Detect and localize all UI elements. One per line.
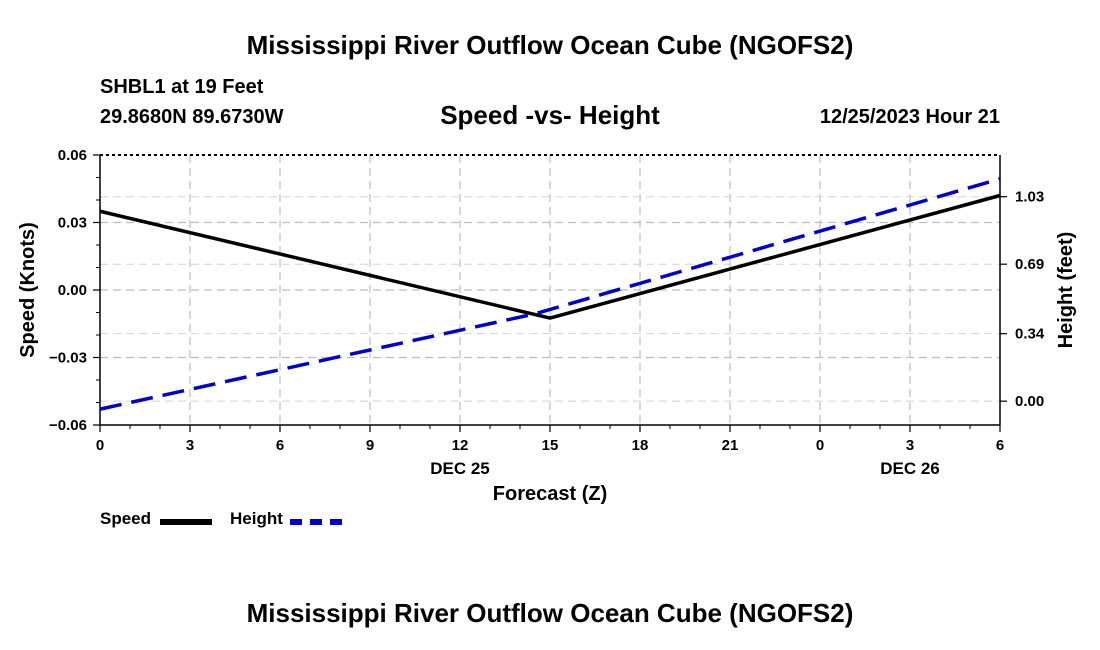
y-axis-title: Speed (Knots) [17, 222, 39, 358]
axis-labels: 0 3 6 9 12 15 18 21 0 3 6 DEC 25 DEC 26 Forecast (Z) −… [17, 147, 1077, 505]
x-tick-label: 12 [452, 437, 469, 454]
series-line-height [99, 177, 1001, 411]
y2-tick-label: 0.69 [1015, 256, 1044, 273]
x-tick-label: 3 [186, 437, 194, 454]
x-tick-label: 6 [996, 437, 1004, 454]
forecast-datetime: 12/25/2023 Hour 21 [819, 106, 1000, 128]
y-tick-label: −0.06 [49, 417, 87, 434]
y2-axis-title: Height (feet) [1055, 232, 1077, 349]
y2-tick-label: 1.03 [1015, 189, 1044, 206]
legend-label-speed: Speed [100, 509, 152, 528]
x-date-label: DEC 25 [430, 459, 490, 478]
legend-swatch-speed [160, 519, 212, 525]
x-tick-label: 0 [96, 437, 104, 454]
y-tick-label: −0.03 [49, 350, 87, 367]
x-tick-label: 21 [722, 437, 739, 454]
x-tick-label: 6 [276, 437, 284, 454]
axes [93, 154, 1007, 432]
y-tick-label: 0.03 [58, 215, 87, 232]
y2-tick-label: 0.34 [1015, 326, 1045, 343]
x-tick-label: 0 [816, 437, 824, 454]
chart-title: Mississippi River Outflow Ocean Cube (NG… [246, 30, 854, 60]
x-axis-title: Forecast (Z) [493, 483, 607, 505]
y2-tick-label: 0.00 [1015, 393, 1044, 410]
series-line-speed [99, 193, 1001, 320]
x-tick-label: 15 [542, 437, 559, 454]
speed-height-chart: 0 3 6 9 12 15 18 21 0 3 6 DEC 25 DEC 26 Forecast (Z) −… [17, 147, 1077, 505]
legend-swatch-height [290, 519, 342, 525]
x-tick-label: 9 [366, 437, 374, 454]
chart-subtitle: Speed -vs- Height [440, 100, 660, 130]
series-layer [99, 177, 1001, 411]
bottom-title: Mississippi River Outflow Ocean Cube (NG… [246, 598, 854, 628]
x-date-label: DEC 26 [880, 459, 940, 478]
station-label: SHBL1 at 19 Feet [100, 76, 264, 98]
station-coordinates: 29.8680N 89.6730W [100, 106, 284, 128]
y-tick-label: 0.00 [58, 282, 87, 299]
x-tick-label: 3 [906, 437, 914, 454]
grid-lines [100, 155, 1000, 425]
y-tick-label: 0.06 [58, 147, 87, 164]
legend-label-height: Height [230, 509, 283, 528]
x-tick-label: 18 [632, 437, 649, 454]
